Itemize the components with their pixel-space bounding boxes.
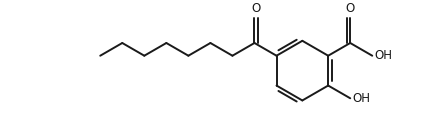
Text: O: O [346,2,355,15]
Text: OH: OH [352,92,370,105]
Text: OH: OH [374,49,392,62]
Text: O: O [251,2,261,15]
